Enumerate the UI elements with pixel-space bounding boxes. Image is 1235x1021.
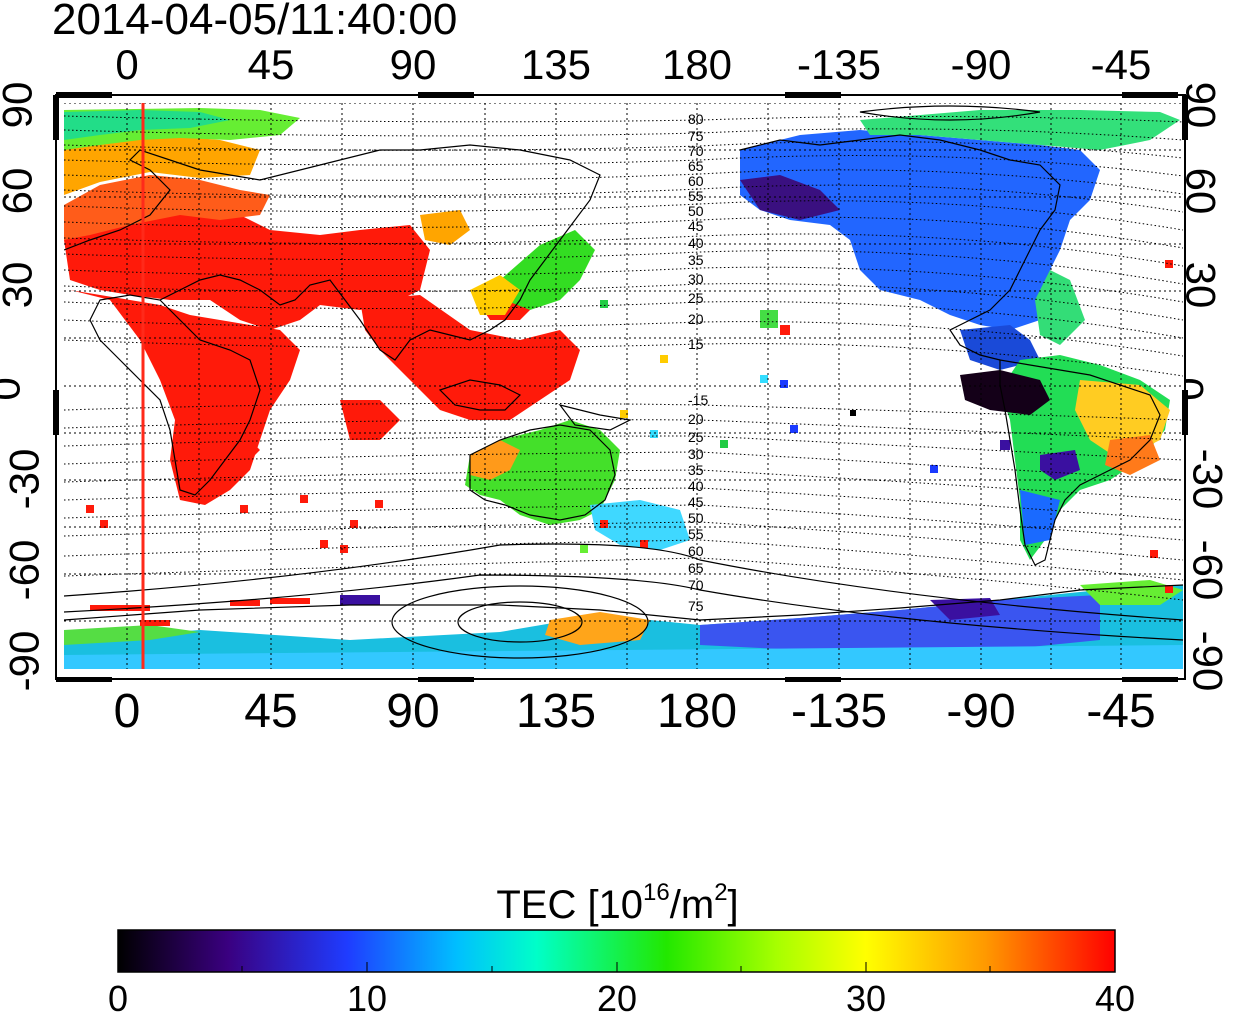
contour-label: 55 xyxy=(688,188,704,204)
contour-label: 65 xyxy=(688,560,704,576)
bottom-lon-label: -135 xyxy=(790,685,888,738)
contour-label: 20 xyxy=(688,311,704,327)
tec-region-antarctic-bottom xyxy=(64,645,1183,669)
contour-label: 30 xyxy=(688,446,704,462)
tec-region-antarctic-orange xyxy=(545,612,650,645)
coastlines xyxy=(64,134,1183,621)
contour-label: 65 xyxy=(688,158,704,174)
contour-label: 55 xyxy=(688,526,704,542)
colorbar-title-unit-exponent: 2 xyxy=(714,879,728,906)
top-lon-label: 135 xyxy=(520,41,592,88)
contour-label: 45 xyxy=(688,218,704,234)
bottom-lon-label: -45 xyxy=(1086,685,1156,738)
contour-label: 40 xyxy=(688,235,704,251)
contour-lines xyxy=(64,115,1183,601)
contour-labels-south: -15 20 25 30 35 40 45 50 55 60 65 70 75 xyxy=(688,392,708,614)
tec-region-australia-orange xyxy=(470,440,520,480)
contour-label: 80 xyxy=(688,111,704,127)
colorbar-tick-label: 10 xyxy=(346,978,388,1019)
bottom-lon-label: -90 xyxy=(946,685,1016,738)
colorbar-tick-label: 30 xyxy=(845,978,887,1019)
contour-label: 30 xyxy=(688,271,704,287)
contour-label: 35 xyxy=(688,462,704,478)
tec-region-japan-green xyxy=(500,230,595,310)
contour-label: 35 xyxy=(688,252,704,268)
top-lon-label: 45 xyxy=(247,41,295,88)
contour-label: 25 xyxy=(688,290,704,306)
contour-label: 25 xyxy=(688,429,704,445)
tec-region-central-america-blue xyxy=(960,325,1040,370)
contour-labels-north: 80 75 70 65 60 55 50 45 40 35 30 25 20 1… xyxy=(688,111,704,352)
timestamp-title: 2014-04-05/11:40:00 xyxy=(52,0,458,44)
tec-region-patagonia-blue xyxy=(1020,490,1060,545)
contour-label: 70 xyxy=(688,577,704,593)
colorbar-tick-label: 20 xyxy=(596,978,638,1019)
tec-region-peru-dark xyxy=(960,370,1050,415)
tec-region-north-america-blue xyxy=(740,130,1100,330)
colorbar-ticks xyxy=(117,962,1116,972)
tec-region-antarctic-green xyxy=(64,625,200,645)
tec-region-tasman-cyan xyxy=(590,500,690,550)
colorbar-title-exponent: 16 xyxy=(643,879,670,906)
colorbar-title-suffix: ] xyxy=(727,883,739,927)
bottom-lon-label: 0 xyxy=(113,685,141,738)
top-lon-label: 90 xyxy=(389,41,437,88)
contour-label: 50 xyxy=(688,203,704,219)
tec-region-bellingshausen-dark xyxy=(930,598,1000,620)
top-lon-label: 0 xyxy=(115,41,139,88)
colorbar-tick-label: 0 xyxy=(107,978,129,1019)
contour-label: 45 xyxy=(688,494,704,510)
frame-tick-bars xyxy=(53,92,1188,682)
top-lon-label: -90 xyxy=(950,41,1012,88)
top-lon-label: -45 xyxy=(1090,41,1152,88)
top-lon-label: -135 xyxy=(796,41,882,88)
contour-lines-solid xyxy=(64,105,1183,659)
tec-region-china-yellow xyxy=(470,275,520,315)
colorbar-tick-label: 40 xyxy=(1094,978,1136,1019)
bottom-lon-label: 180 xyxy=(656,685,738,738)
bottom-lon-label: 45 xyxy=(244,685,298,738)
tec-scatter-mixed xyxy=(340,300,1010,605)
contour-label: 75 xyxy=(688,598,704,614)
graticule xyxy=(64,103,1183,669)
contour-label: 75 xyxy=(688,128,704,144)
tec-scatter-red xyxy=(86,260,1173,626)
tec-region-eurasia-red xyxy=(64,200,580,505)
tec-region-atlantic-green xyxy=(1035,270,1085,345)
tec-region-antarctic-blue xyxy=(700,595,1100,655)
bottom-lon-label: 90 xyxy=(386,685,440,738)
tec-region-europe-orange xyxy=(64,175,270,240)
contour-label: 50 xyxy=(688,510,704,526)
bottom-lon-label: 135 xyxy=(515,685,597,738)
contour-label: 40 xyxy=(688,478,704,494)
contour-label: 15 xyxy=(688,336,704,352)
colorbar-title-unit: /m xyxy=(669,883,715,927)
colorbar-title: TEC [1016/m2] xyxy=(0,868,1235,930)
contour-label: 60 xyxy=(688,543,704,559)
tec-region-chile-dark xyxy=(1040,450,1080,480)
contour-label: 60 xyxy=(688,173,704,189)
contour-label: -15 xyxy=(688,392,708,408)
contour-label: 20 xyxy=(688,411,704,427)
colorbar-title-prefix: TEC [10 xyxy=(496,883,644,927)
contour-label: 70 xyxy=(688,143,704,159)
top-lon-label: 180 xyxy=(661,41,733,88)
